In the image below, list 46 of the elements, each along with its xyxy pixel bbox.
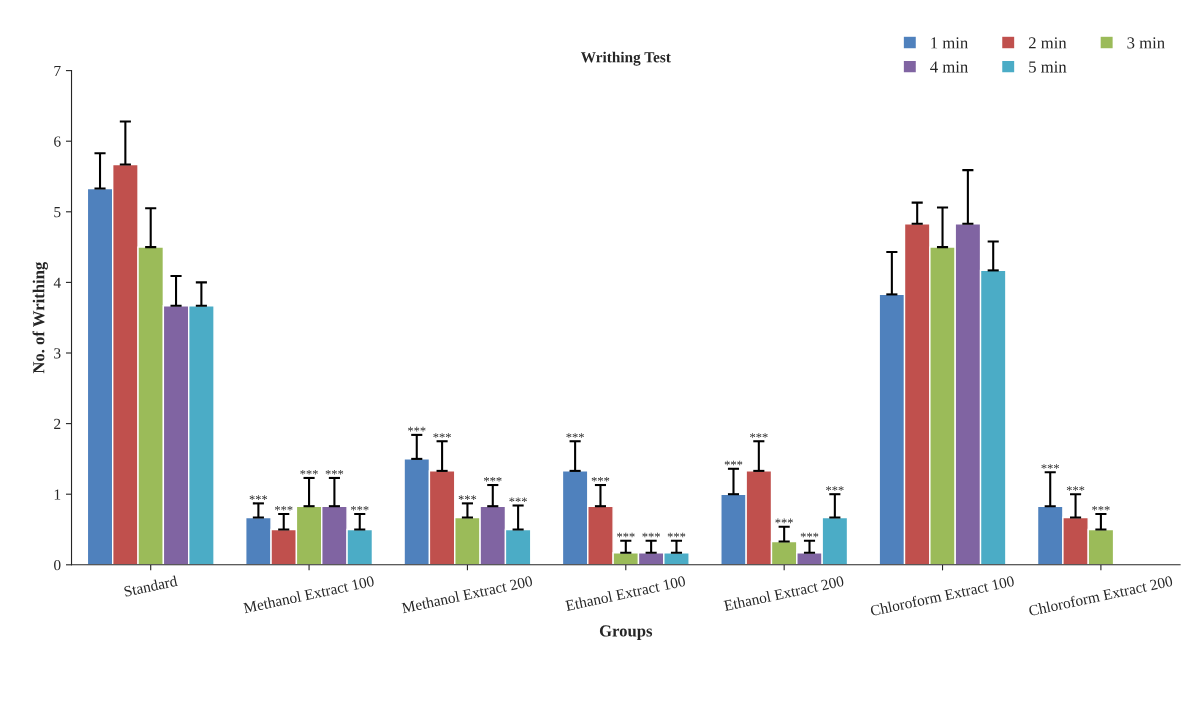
x-tick-label: Methanol Extract 200 xyxy=(401,575,533,614)
data-label: *** xyxy=(826,486,844,491)
x-axis-title: Groups xyxy=(599,625,653,640)
data-label: *** xyxy=(484,476,502,482)
data-label: *** xyxy=(1092,505,1110,511)
y-axis-title: No. of Writhing xyxy=(32,261,48,374)
y-tick-label: 7 xyxy=(54,65,61,76)
data-label: *** xyxy=(249,495,268,500)
data-label: *** xyxy=(509,497,527,503)
data-label: *** xyxy=(274,505,293,511)
x-tick-label: Chloroform Extract 200 xyxy=(1028,575,1173,617)
legend-label: 3 min xyxy=(1127,37,1165,49)
y-tick-label: 4 xyxy=(53,277,61,288)
data-label: *** xyxy=(1041,464,1059,469)
y-tick-label: 1 xyxy=(54,489,61,500)
chart-title: Writhing Test xyxy=(580,51,671,66)
data-label: *** xyxy=(750,433,768,438)
data-label: *** xyxy=(667,532,686,538)
data-label: *** xyxy=(300,469,318,475)
data-label: *** xyxy=(433,433,451,438)
x-tick-label: Standard xyxy=(123,575,178,597)
y-tick-label: 0 xyxy=(54,559,61,571)
legend-label: 5 min xyxy=(1029,61,1067,73)
legend-label: 4 min xyxy=(930,61,968,73)
data-label: *** xyxy=(591,476,610,482)
y-tick-label: 5 xyxy=(54,207,61,218)
legend-label: 2 min xyxy=(1028,37,1067,49)
data-label: *** xyxy=(566,433,584,438)
legend-label: 1 min xyxy=(931,37,968,49)
data-label: *** xyxy=(642,532,660,538)
data-label: *** xyxy=(325,469,344,475)
x-tick-label: Ethanol Extract 200 xyxy=(723,575,845,612)
data-label: *** xyxy=(724,460,743,466)
data-label: *** xyxy=(617,532,635,538)
data-label: *** xyxy=(458,495,477,500)
x-tick-label: Chloroform Extract 100 xyxy=(869,575,1015,617)
y-tick-label: 3 xyxy=(54,348,61,359)
data-label: *** xyxy=(800,532,819,538)
data-label: *** xyxy=(407,426,426,432)
x-tick-label: Methanol Extract 100 xyxy=(242,575,375,614)
data-label: *** xyxy=(1066,486,1085,491)
y-tick-label: 6 xyxy=(54,136,61,147)
y-tick-label: 2 xyxy=(54,418,61,429)
data-label: *** xyxy=(775,518,793,524)
x-tick-label: Ethanol Extract 100 xyxy=(565,575,686,612)
data-label: *** xyxy=(350,505,369,511)
